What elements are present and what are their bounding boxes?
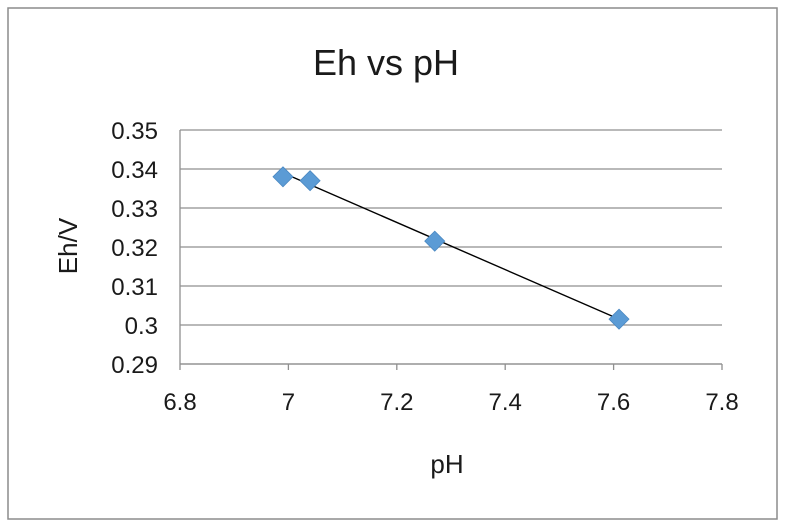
data-point xyxy=(608,308,630,330)
x-tick-label: 7.8 xyxy=(705,389,738,416)
axes xyxy=(179,130,723,370)
y-axis-title: Eh/V xyxy=(53,217,83,274)
x-tick-label: 7 xyxy=(282,389,295,416)
x-tick-label: 7.6 xyxy=(597,389,630,416)
y-tick-label: 0.34 xyxy=(111,157,158,184)
x-tick-labels: 6.8 7 7.2 7.4 7.6 7.8 xyxy=(163,389,738,416)
data-point xyxy=(299,170,321,192)
trendline xyxy=(282,172,620,320)
x-axis-title: pH xyxy=(430,449,463,479)
data-point xyxy=(272,166,294,188)
x-tick-label: 7.2 xyxy=(380,389,413,416)
y-tick-label: 0.33 xyxy=(111,196,158,223)
data-point xyxy=(424,230,446,252)
y-tick-label: 0.35 xyxy=(111,118,158,145)
x-tick-label: 7.4 xyxy=(489,389,522,416)
y-tick-label: 0.32 xyxy=(111,235,158,262)
x-tick-label: 6.8 xyxy=(163,389,196,416)
data-points xyxy=(272,166,630,330)
y-tick-label: 0.31 xyxy=(111,274,158,301)
trendline-layer xyxy=(282,172,620,320)
y-tick-labels: 0.35 0.34 0.33 0.32 0.31 0.3 0.29 xyxy=(111,118,158,379)
chart-border xyxy=(7,7,778,520)
y-tick-label: 0.29 xyxy=(111,352,158,379)
y-tick-label: 0.3 xyxy=(125,313,158,340)
chart-title: Eh vs pH xyxy=(313,42,459,83)
